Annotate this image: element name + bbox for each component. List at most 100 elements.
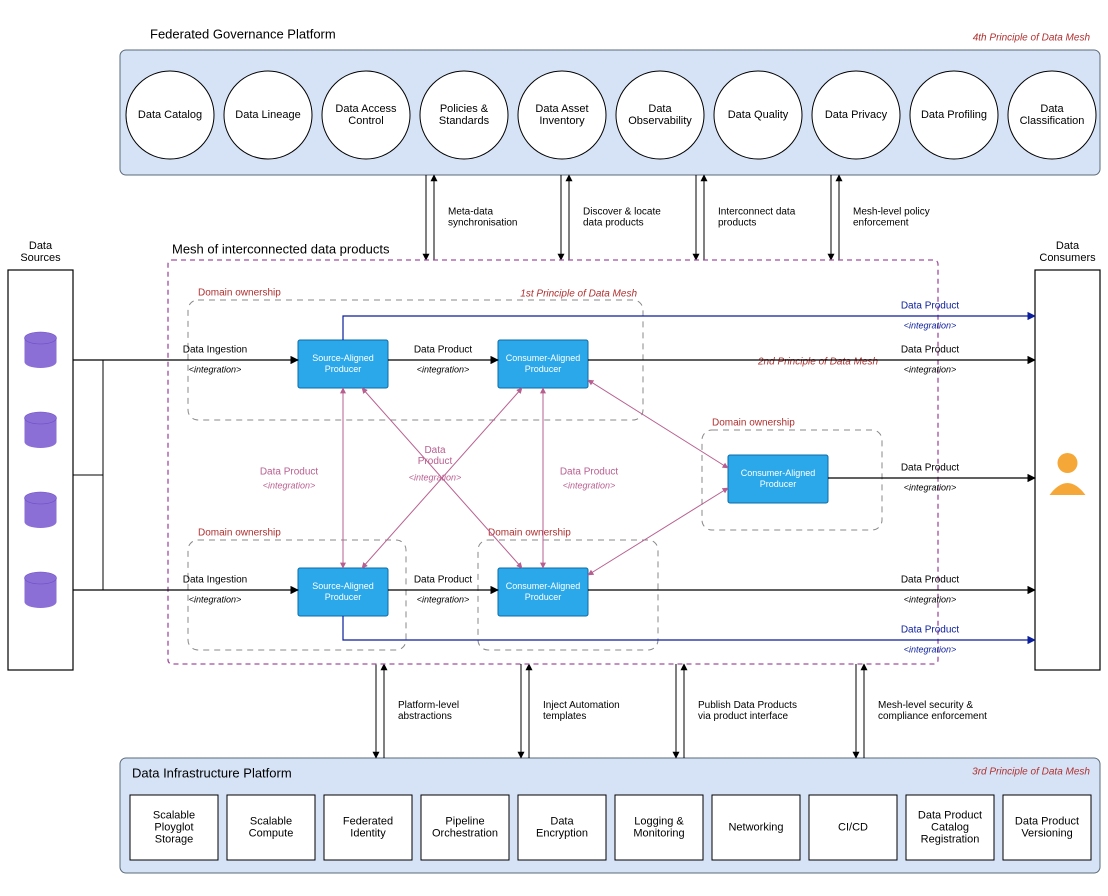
- svg-text:Domain ownership: Domain ownership: [198, 528, 281, 539]
- svg-text:Producer: Producer: [525, 592, 562, 602]
- svg-text:Ployglot: Ployglot: [154, 821, 193, 833]
- svg-text:Consumers: Consumers: [1039, 252, 1096, 264]
- svg-text:Product: Product: [418, 456, 453, 467]
- svg-text:Data: Data: [29, 240, 53, 252]
- svg-text:Data Asset: Data Asset: [535, 103, 588, 115]
- svg-text:<integration>: <integration>: [417, 364, 470, 374]
- svg-text:Catalog: Catalog: [931, 821, 969, 833]
- svg-text:Mesh-level policy: Mesh-level policy: [853, 207, 930, 218]
- svg-text:Data Product: Data Product: [260, 467, 319, 478]
- svg-text:Producer: Producer: [760, 479, 797, 489]
- svg-text:Policies &: Policies &: [440, 103, 489, 115]
- svg-text:Data Ingestion: Data Ingestion: [183, 345, 248, 356]
- svg-text:<integration>: <integration>: [263, 480, 316, 490]
- svg-text:Federated Governance Platform: Federated Governance Platform: [150, 26, 336, 41]
- svg-text:Domain ownership: Domain ownership: [488, 528, 571, 539]
- svg-text:Data Product: Data Product: [560, 467, 619, 478]
- svg-text:Data Product: Data Product: [414, 575, 473, 586]
- svg-text:Data: Data: [1056, 240, 1080, 252]
- svg-text:data products: data products: [583, 218, 644, 229]
- svg-text:Consumer-Aligned: Consumer-Aligned: [741, 468, 816, 478]
- svg-text:Mesh-level security &: Mesh-level security &: [878, 700, 973, 711]
- svg-text:<integration>: <integration>: [189, 594, 242, 604]
- svg-text:abstractions: abstractions: [398, 711, 452, 722]
- svg-text:Data Profiling: Data Profiling: [921, 109, 987, 121]
- svg-text:Data Quality: Data Quality: [728, 109, 789, 121]
- svg-text:Networking: Networking: [728, 821, 783, 833]
- svg-text:Discover & locate: Discover & locate: [583, 207, 661, 218]
- svg-text:Data Lineage: Data Lineage: [235, 109, 300, 121]
- svg-text:Data: Data: [648, 103, 672, 115]
- svg-text:Domain ownership: Domain ownership: [198, 288, 281, 299]
- svg-text:4th Principle of Data Mesh: 4th Principle of Data Mesh: [973, 33, 1091, 44]
- svg-text:Monitoring: Monitoring: [633, 827, 684, 839]
- svg-text:Identity: Identity: [350, 827, 386, 839]
- svg-text:Source-Aligned: Source-Aligned: [312, 581, 374, 591]
- svg-text:Data Product: Data Product: [1015, 815, 1079, 827]
- svg-text:3rd Principle of Data Mesh: 3rd Principle of Data Mesh: [972, 767, 1090, 778]
- svg-text:<integration>: <integration>: [189, 364, 242, 374]
- svg-text:Mesh of interconnected data pr: Mesh of interconnected data products: [172, 241, 390, 256]
- svg-text:Data Product: Data Product: [901, 625, 960, 636]
- svg-text:<integration>: <integration>: [904, 320, 957, 330]
- svg-text:Pipeline: Pipeline: [445, 815, 484, 827]
- svg-text:Data: Data: [1040, 103, 1064, 115]
- svg-text:Data Product: Data Product: [901, 301, 960, 312]
- svg-text:Compute: Compute: [249, 827, 294, 839]
- svg-text:<integration>: <integration>: [904, 482, 957, 492]
- svg-text:Registration: Registration: [921, 833, 980, 845]
- svg-text:Domain ownership: Domain ownership: [712, 418, 795, 429]
- svg-text:Standards: Standards: [439, 115, 490, 127]
- svg-text:CI/CD: CI/CD: [838, 821, 868, 833]
- svg-text:Producer: Producer: [325, 364, 362, 374]
- svg-text:via product interface: via product interface: [698, 711, 788, 722]
- svg-text:Orchestration: Orchestration: [432, 827, 498, 839]
- svg-text:Consumer-Aligned: Consumer-Aligned: [506, 581, 581, 591]
- svg-text:1st Principle of Data Mesh: 1st Principle of Data Mesh: [520, 289, 637, 300]
- svg-text:Publish Data Products: Publish Data Products: [698, 700, 797, 711]
- svg-text:Inject Automation: Inject Automation: [543, 700, 620, 711]
- svg-text:Meta-data: Meta-data: [448, 207, 493, 218]
- data-sources-box: [8, 270, 73, 670]
- svg-text:Consumer-Aligned: Consumer-Aligned: [506, 353, 581, 363]
- svg-text:<integration>: <integration>: [417, 594, 470, 604]
- svg-text:Scalable: Scalable: [250, 815, 292, 827]
- svg-text:Encryption: Encryption: [536, 827, 588, 839]
- svg-text:Data Product: Data Product: [901, 463, 960, 474]
- svg-text:products: products: [718, 218, 756, 229]
- svg-text:Storage: Storage: [155, 833, 194, 845]
- svg-text:compliance enforcement: compliance enforcement: [878, 711, 987, 722]
- user-icon: [1058, 453, 1078, 473]
- svg-text:Data Infrastructure Platform: Data Infrastructure Platform: [132, 765, 292, 780]
- svg-text:Data Product: Data Product: [901, 345, 960, 356]
- svg-text:Platform-level: Platform-level: [398, 700, 459, 711]
- svg-text:Control: Control: [348, 115, 383, 127]
- mesh-interconnect-arrow: [588, 380, 728, 468]
- svg-text:Producer: Producer: [325, 592, 362, 602]
- svg-text:Source-Aligned: Source-Aligned: [312, 353, 374, 363]
- svg-text:Data Access: Data Access: [335, 103, 397, 115]
- svg-text:templates: templates: [543, 711, 586, 722]
- svg-text:Data: Data: [550, 815, 574, 827]
- svg-text:Data Product: Data Product: [901, 575, 960, 586]
- svg-text:Data Product: Data Product: [918, 809, 982, 821]
- svg-text:Scalable: Scalable: [153, 809, 195, 821]
- svg-text:Logging &: Logging &: [634, 815, 684, 827]
- svg-text:Data: Data: [424, 445, 446, 456]
- svg-text:Classification: Classification: [1020, 115, 1085, 127]
- svg-text:Observability: Observability: [628, 115, 692, 127]
- svg-text:enforcement: enforcement: [853, 218, 909, 229]
- svg-text:Versioning: Versioning: [1021, 827, 1072, 839]
- svg-text:<integration>: <integration>: [904, 364, 957, 374]
- svg-text:Producer: Producer: [525, 364, 562, 374]
- svg-text:<integration>: <integration>: [409, 472, 462, 482]
- svg-text:Sources: Sources: [20, 252, 61, 264]
- svg-text:Data Ingestion: Data Ingestion: [183, 575, 248, 586]
- svg-text:synchronisation: synchronisation: [448, 218, 517, 229]
- svg-text:Data Product: Data Product: [414, 345, 473, 356]
- svg-text:Interconnect data: Interconnect data: [718, 207, 796, 218]
- svg-text:2nd Principle of Data Mesh: 2nd Principle of Data Mesh: [757, 357, 879, 368]
- svg-text:Inventory: Inventory: [539, 115, 585, 127]
- svg-text:Data Catalog: Data Catalog: [138, 109, 202, 121]
- svg-text:<integration>: <integration>: [904, 644, 957, 654]
